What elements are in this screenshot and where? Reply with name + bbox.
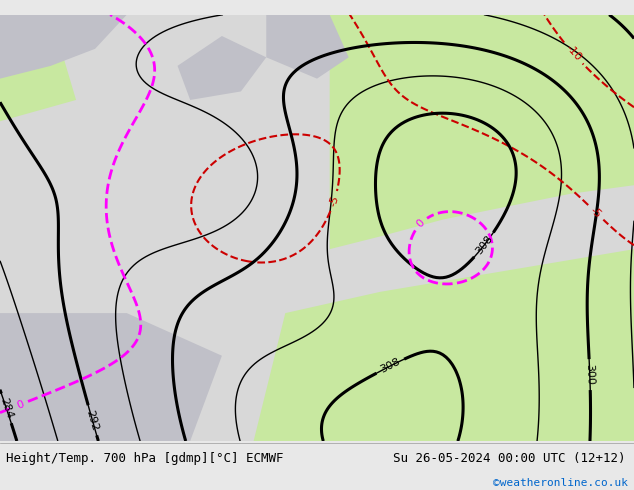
Text: 0: 0: [415, 218, 427, 230]
Polygon shape: [178, 36, 266, 100]
Text: -5: -5: [328, 195, 340, 208]
Polygon shape: [0, 334, 127, 441]
Text: ©weatheronline.co.uk: ©weatheronline.co.uk: [493, 478, 628, 488]
Text: Su 26-05-2024 00:00 UTC (12+12): Su 26-05-2024 00:00 UTC (12+12): [393, 452, 626, 465]
Text: 0: 0: [15, 399, 25, 411]
Text: 300: 300: [585, 364, 595, 385]
Text: -10: -10: [564, 43, 583, 63]
Text: -5: -5: [588, 205, 603, 220]
Polygon shape: [0, 15, 127, 78]
Text: Height/Temp. 700 hPa [gdmp][°C] ECMWF: Height/Temp. 700 hPa [gdmp][°C] ECMWF: [6, 452, 284, 465]
Text: 308: 308: [378, 357, 402, 375]
Polygon shape: [266, 15, 349, 78]
Polygon shape: [330, 15, 634, 249]
Polygon shape: [254, 249, 634, 441]
Polygon shape: [0, 313, 222, 441]
Text: 284: 284: [0, 396, 15, 420]
Polygon shape: [0, 57, 76, 121]
Polygon shape: [476, 15, 634, 121]
Text: 292: 292: [85, 409, 100, 432]
Text: 308: 308: [474, 234, 495, 256]
